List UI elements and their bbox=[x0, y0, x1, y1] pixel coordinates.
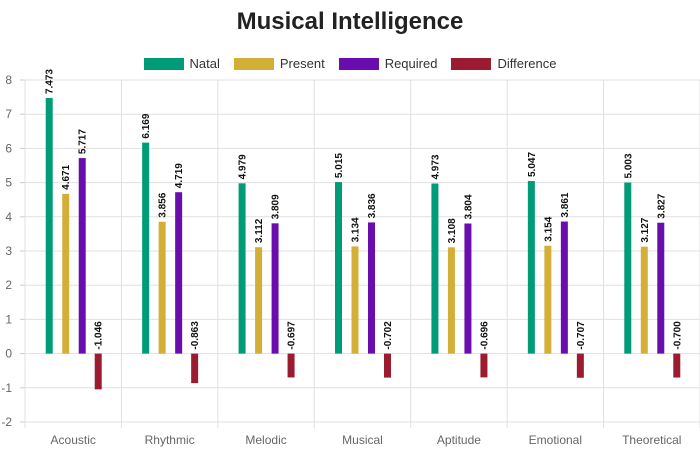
bar-difference bbox=[287, 353, 295, 378]
data-label-required: 3.861 bbox=[560, 192, 571, 217]
data-label-natal: 4.973 bbox=[430, 154, 441, 179]
data-label-present: 3.112 bbox=[254, 218, 265, 243]
bar-natal bbox=[624, 182, 632, 354]
data-label-present: 3.108 bbox=[447, 218, 458, 243]
legend-label-difference: Difference bbox=[497, 56, 557, 71]
bar-natal bbox=[238, 183, 246, 354]
x-tick-label: Musical bbox=[342, 433, 383, 447]
bar-natal bbox=[431, 183, 439, 354]
data-label-difference: -0.707 bbox=[576, 321, 587, 350]
bar-natal bbox=[335, 182, 342, 354]
x-tick-label: Aptitude bbox=[437, 433, 481, 447]
y-tick-label: 4 bbox=[5, 210, 12, 224]
data-label-difference: -0.702 bbox=[383, 321, 394, 350]
legend-item-required[interactable]: Required bbox=[338, 56, 438, 71]
bar-present bbox=[255, 247, 263, 354]
legend-item-natal[interactable]: Natal bbox=[143, 56, 220, 71]
bar-natal bbox=[45, 98, 53, 354]
bar-difference bbox=[673, 353, 681, 378]
data-label-required: 3.804 bbox=[463, 194, 474, 219]
bar-required bbox=[657, 222, 665, 354]
legend-swatch-difference bbox=[451, 57, 492, 70]
bar-required bbox=[78, 158, 86, 354]
data-label-present: 3.154 bbox=[543, 216, 554, 241]
data-label-present: 3.127 bbox=[640, 217, 651, 242]
data-label-natal: 4.979 bbox=[238, 154, 249, 179]
y-tick-label: 3 bbox=[5, 244, 12, 258]
legend-swatch-required bbox=[338, 57, 379, 70]
x-tick-label: Theoretical bbox=[622, 433, 681, 447]
data-label-difference: -0.863 bbox=[190, 321, 201, 350]
data-label-natal: 5.047 bbox=[527, 152, 538, 177]
legend-label-required: Required bbox=[384, 56, 438, 71]
data-label-natal: 6.169 bbox=[141, 113, 152, 138]
y-tick-label: 1 bbox=[5, 312, 12, 326]
data-label-required: 4.719 bbox=[174, 163, 185, 188]
data-label-difference: -0.700 bbox=[672, 321, 683, 350]
data-label-required: 3.827 bbox=[656, 193, 667, 218]
x-tick-label: Emotional bbox=[529, 433, 582, 447]
x-tick-label: Melodic bbox=[245, 433, 286, 447]
bar-required bbox=[560, 221, 568, 354]
data-label-difference: -0.696 bbox=[479, 321, 490, 350]
bar-difference bbox=[576, 353, 584, 378]
x-tick-label: Acoustic bbox=[51, 433, 96, 447]
bar-present bbox=[158, 221, 166, 354]
chart-legend: Natal Present Required Difference bbox=[0, 56, 700, 71]
y-tick-label: 6 bbox=[5, 141, 12, 155]
y-tick-label: 2 bbox=[5, 278, 12, 292]
data-label-natal: 7.473 bbox=[45, 69, 56, 94]
legend-swatch-natal bbox=[143, 57, 184, 70]
bar-present bbox=[640, 246, 648, 354]
legend-item-present[interactable]: Present bbox=[233, 56, 325, 71]
data-label-difference: -1.046 bbox=[94, 321, 105, 350]
data-label-present: 3.134 bbox=[351, 217, 362, 242]
bar-required bbox=[175, 192, 183, 354]
legend-swatch-present bbox=[233, 57, 274, 70]
data-label-required: 3.809 bbox=[271, 194, 282, 219]
legend-label-present: Present bbox=[279, 56, 325, 71]
bar-required bbox=[271, 223, 279, 354]
y-tick-label: 0 bbox=[5, 347, 12, 361]
bar-present bbox=[351, 246, 359, 354]
y-tick-label: 8 bbox=[5, 73, 12, 87]
bar-present bbox=[544, 245, 552, 354]
data-label-present: 4.671 bbox=[61, 164, 72, 189]
legend-label-natal: Natal bbox=[189, 56, 220, 71]
data-label-present: 3.856 bbox=[158, 192, 169, 217]
bar-required bbox=[368, 222, 375, 354]
bar-natal bbox=[527, 180, 535, 354]
bar-natal bbox=[142, 142, 150, 354]
bar-required bbox=[464, 223, 472, 354]
data-label-natal: 5.003 bbox=[623, 153, 634, 178]
bar-present bbox=[447, 247, 455, 354]
y-tick-label: 5 bbox=[5, 176, 12, 190]
bar-difference bbox=[384, 353, 391, 378]
y-tick-label: -1 bbox=[1, 381, 12, 395]
legend-item-difference[interactable]: Difference bbox=[451, 56, 556, 71]
data-label-difference: -0.697 bbox=[287, 321, 298, 350]
bar-difference bbox=[94, 353, 102, 390]
data-label-required: 3.836 bbox=[367, 193, 378, 218]
data-label-required: 5.717 bbox=[78, 129, 89, 154]
y-tick-label: 7 bbox=[5, 107, 12, 121]
data-label-natal: 5.015 bbox=[334, 153, 345, 178]
x-tick-label: Rhythmic bbox=[145, 433, 195, 447]
y-tick-label: -2 bbox=[1, 415, 12, 429]
chart-title: Musical Intelligence bbox=[236, 8, 464, 35]
bar-present bbox=[62, 193, 70, 354]
bar-difference bbox=[480, 353, 488, 378]
bar-difference bbox=[191, 353, 199, 384]
